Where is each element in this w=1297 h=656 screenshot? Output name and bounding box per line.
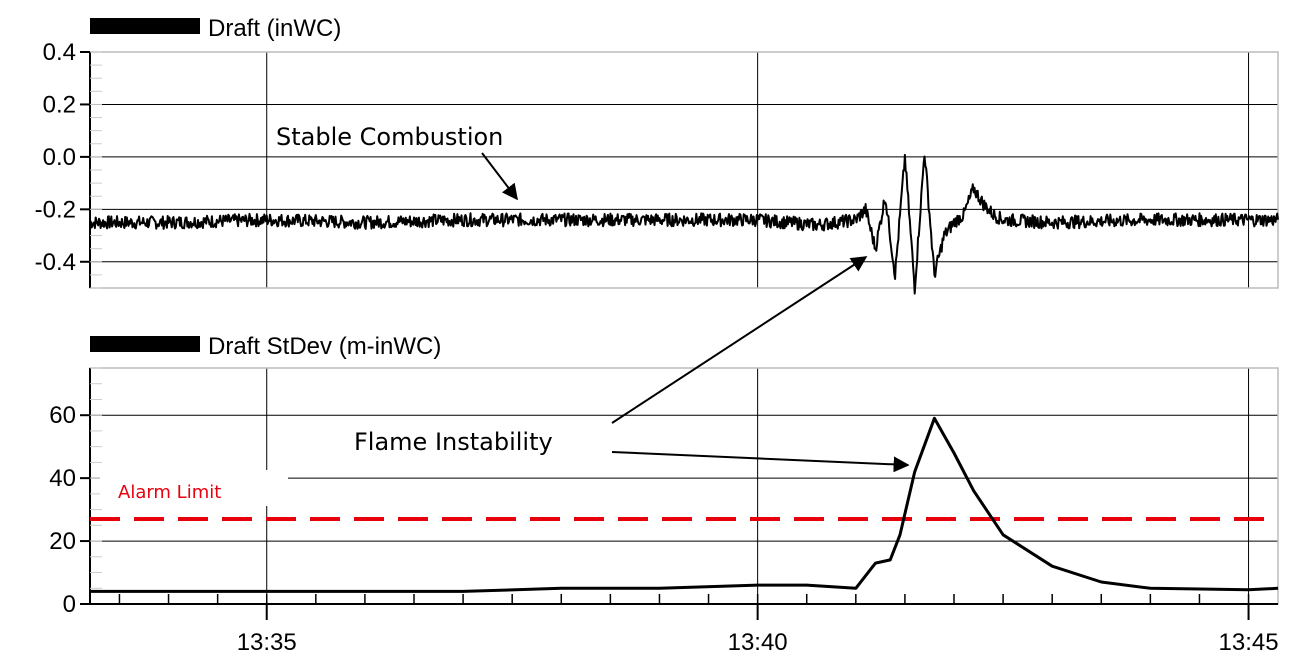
flame-instability-arrow-top (611, 256, 868, 424)
draft-trace (89, 153, 1279, 295)
stdev-y-tick-label: 20 (49, 528, 76, 555)
stdev-y-tick-label: 0 (63, 591, 76, 618)
time-x-tick-label: 13:45 (1219, 629, 1279, 656)
draft-panel: Draft (inWC) 0.4 0.2 0.0 -0.2 -0.4 Stable Co… (35, 15, 1279, 295)
flame-instability-annotation: Flame Instability (354, 428, 553, 456)
draft-plot-area (89, 51, 1279, 289)
draft-y-tick-label: 0.0 (43, 144, 76, 171)
flame-instability-arrow-bottom (611, 451, 910, 473)
draft-minor-ticks (90, 51, 102, 289)
draft-y-tick-label: -0.4 (35, 249, 76, 276)
stdev-trace (90, 416, 1279, 593)
time-x-tick-label: 13:35 (237, 629, 297, 656)
draft-y-tick-label: 0.4 (43, 39, 76, 66)
draft-legend-swatch (90, 18, 200, 34)
alarm-label-background (100, 470, 288, 506)
time-x-tick-label: 13:40 (728, 629, 788, 656)
stdev-y-tick-label: 60 (49, 402, 76, 429)
stdev-y-ticks: 60 40 20 0 (49, 368, 91, 618)
draft-y-ticks: 0.4 0.2 0.0 -0.2 -0.4 (35, 39, 91, 288)
alarm-limit-label: Alarm Limit (118, 482, 221, 503)
draft-y-tick-label: 0.2 (43, 91, 76, 118)
time-x-ticks: 13:35 13:40 13:45 (90, 594, 1279, 656)
draft-y-tick-label: -0.2 (35, 196, 76, 223)
stdev-legend-swatch (90, 336, 200, 352)
stdev-legend-label: Draft StDev (m-inWC) (208, 333, 441, 360)
draft-legend-label: Draft (inWC) (208, 15, 341, 42)
stable-combustion-arrow (481, 152, 518, 201)
flame-instability-label-background (350, 422, 612, 462)
stdev-y-tick-label: 40 (49, 465, 76, 492)
stable-combustion-annotation: Stable Combustion (276, 123, 503, 151)
draft-gridlines (90, 51, 1278, 288)
